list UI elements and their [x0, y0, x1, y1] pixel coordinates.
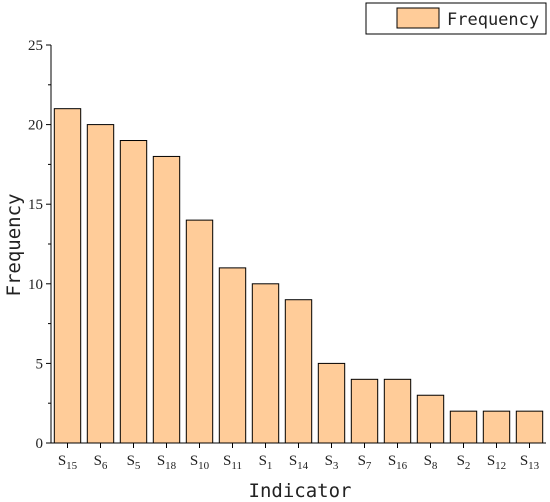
bars-group [53, 108, 544, 444]
x-axis-title: Indicator [249, 480, 352, 502]
x-tick-label: S11 [223, 453, 242, 472]
y-tick-label: 0 [36, 436, 44, 452]
x-axis: S15 S6 S5 S18 S10 S11 S1 S14 S3 S7 S16 S8 S2 S12 S13 [51, 442, 546, 472]
y-axis: 0 5 10 15 20 25 [28, 38, 52, 452]
x-tick-label: S12 [487, 453, 506, 472]
x-tick-label: S16 [388, 453, 408, 472]
bar-S18 [152, 155, 181, 444]
bar-S10 [185, 219, 214, 444]
bar-S15 [53, 108, 82, 444]
x-tick-label: S1 [259, 453, 273, 472]
x-tick-label: S10 [190, 453, 210, 472]
bar-S14 [284, 299, 313, 444]
bar-S13 [515, 410, 544, 444]
bar-S3 [317, 362, 346, 444]
bar-S6 [86, 124, 115, 444]
y-axis-title: Frequency [3, 194, 25, 297]
x-tick-label: S15 [58, 453, 78, 472]
bar-S8 [416, 394, 445, 444]
bar-S1 [251, 283, 280, 444]
legend-swatch [396, 7, 440, 29]
x-tick-label: S14 [289, 453, 309, 472]
x-tick-label: S6 [94, 453, 108, 472]
x-tick-label: S18 [157, 453, 177, 472]
legend-box [365, 2, 547, 35]
x-tick-label: S5 [127, 453, 141, 472]
bar-S11 [218, 267, 247, 444]
bar-S16 [383, 378, 412, 444]
y-tick-label: 15 [28, 197, 43, 213]
y-tick-label: 25 [28, 38, 43, 54]
x-tick-label: S2 [457, 453, 471, 472]
bar-S5 [119, 140, 148, 444]
x-tick-label: S7 [358, 453, 372, 472]
bar-S2 [449, 410, 478, 444]
legend-label: Frequency [447, 10, 539, 30]
legend: Frequency [365, 2, 547, 35]
y-tick-label: 20 [28, 118, 43, 134]
bar-S12 [482, 410, 511, 444]
x-tick-label: S8 [424, 453, 438, 472]
x-tick-label: S3 [325, 453, 339, 472]
y-tick-label: 10 [28, 277, 43, 293]
x-tick-label: S13 [520, 453, 540, 472]
y-tick-label: 5 [36, 356, 44, 372]
bar-S7 [350, 378, 379, 444]
